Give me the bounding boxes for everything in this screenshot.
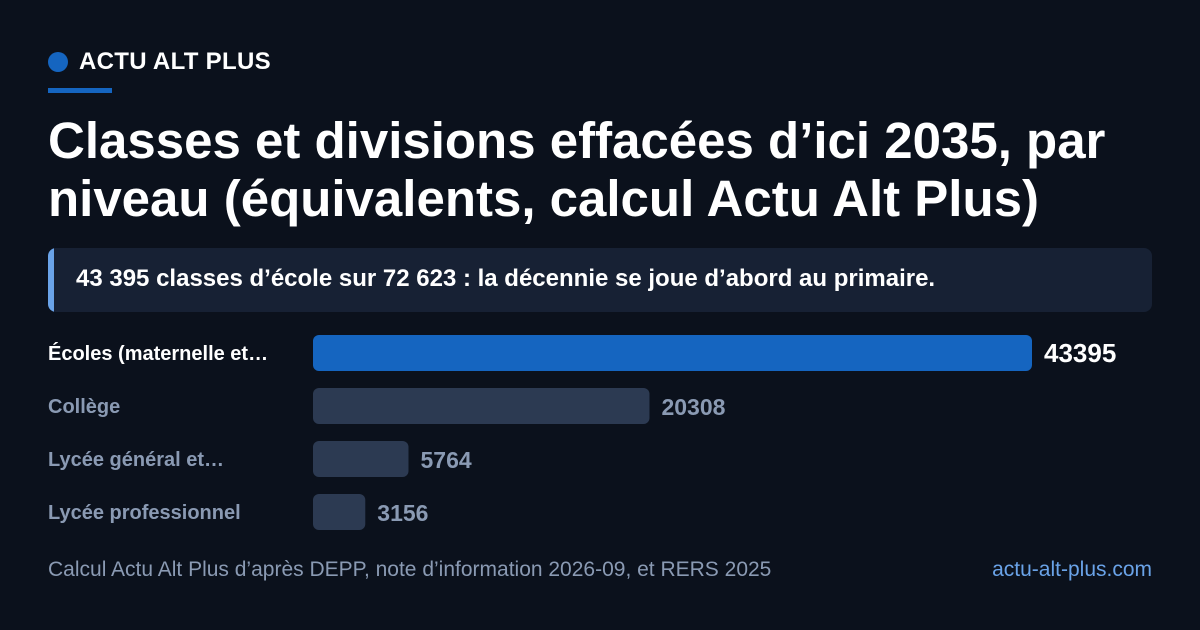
category-label: Lycée professionnel: [48, 502, 241, 524]
bar: [313, 441, 409, 477]
footer-site-link[interactable]: actu-alt-plus.com: [992, 558, 1152, 581]
brand: ACTU ALT PLUS: [48, 48, 271, 76]
callout-text: 43 395 classes d’école sur 72 623 : la d…: [76, 265, 936, 292]
category-label: Lycée général et…: [48, 449, 224, 471]
callout-box: 43 395 classes d’école sur 72 623 : la d…: [48, 248, 1152, 312]
bar: [313, 388, 650, 424]
category-label: Collège: [48, 396, 120, 418]
category-label: Écoles (maternelle et…: [48, 342, 268, 365]
value-label: 43395: [1044, 338, 1116, 368]
brand-name: ACTU ALT PLUS: [79, 48, 271, 75]
bar: [313, 494, 366, 530]
bar-chart: Écoles (maternelle et… 43395 Collège 20308 L…: [48, 335, 1116, 530]
brand-dot-icon: [48, 52, 68, 72]
value-label: 5764: [421, 447, 472, 473]
footer-source: Calcul Actu Alt Plus d’après DEPP, note …: [48, 558, 772, 581]
brand-underline: [48, 88, 112, 93]
callout-accent-bar: [48, 248, 54, 312]
value-label: 3156: [377, 500, 428, 526]
value-label: 20308: [661, 394, 725, 420]
bar: [313, 335, 1032, 371]
page-title: Classes et divisions effacées d’ici 2035…: [48, 112, 1106, 227]
